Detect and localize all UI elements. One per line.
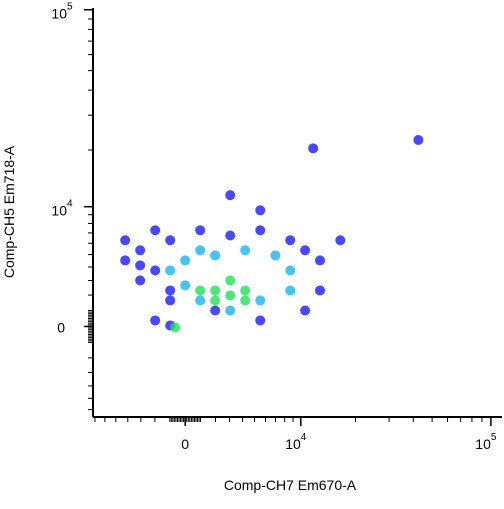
data-point — [315, 285, 326, 296]
y-tick-label: 10 — [51, 6, 67, 22]
data-point — [195, 295, 206, 306]
y-tick-exponent: 4 — [67, 199, 73, 210]
data-point — [210, 285, 221, 296]
data-point — [195, 285, 206, 296]
data-point — [255, 295, 266, 306]
data-point — [180, 255, 191, 266]
x-tick-exponent: 4 — [301, 432, 307, 443]
x-tick-label: 0 — [181, 436, 189, 452]
data-point — [285, 235, 296, 246]
data-point — [308, 143, 319, 154]
data-point — [150, 315, 161, 326]
data-point — [300, 305, 311, 316]
data-point — [270, 250, 281, 261]
data-point — [255, 315, 266, 326]
data-point — [240, 285, 251, 296]
data-point — [170, 322, 181, 333]
x-tick-exponent: 5 — [491, 432, 497, 443]
data-point — [165, 235, 176, 246]
data-point — [180, 280, 191, 291]
data-point — [210, 295, 221, 306]
data-point — [225, 305, 236, 316]
data-point — [413, 134, 424, 145]
data-point — [135, 245, 146, 256]
x-axis-label: Comp-CH7 Em670-A — [224, 477, 357, 493]
data-point — [165, 295, 176, 306]
data-point — [195, 245, 206, 256]
data-point — [225, 230, 236, 241]
x-tick-label: 10 — [285, 436, 301, 452]
data-point — [225, 290, 236, 301]
data-point — [165, 285, 176, 296]
data-point — [120, 235, 131, 246]
data-point — [240, 245, 251, 256]
data-point — [225, 190, 236, 201]
data-point — [335, 235, 346, 246]
y-tick-label: 0 — [57, 319, 65, 335]
y-tick-label: 10 — [51, 203, 67, 219]
data-point — [120, 255, 131, 266]
data-point — [135, 275, 146, 286]
data-point — [300, 245, 311, 256]
y-axis-label: Comp-CH5 Em718-A — [1, 145, 17, 278]
data-point — [135, 260, 146, 271]
data-point — [210, 305, 221, 316]
data-point — [150, 225, 161, 236]
data-point — [255, 205, 266, 216]
y-tick-exponent: 5 — [67, 2, 73, 13]
data-point — [285, 285, 296, 296]
data-point — [315, 255, 326, 266]
data-point — [150, 265, 161, 276]
data-point — [165, 265, 176, 276]
data-point — [195, 225, 206, 236]
data-point — [240, 295, 251, 306]
x-tick-label: 10 — [475, 436, 491, 452]
data-point — [225, 275, 236, 286]
data-point — [285, 265, 296, 276]
data-point — [210, 250, 221, 261]
data-point — [255, 225, 266, 236]
